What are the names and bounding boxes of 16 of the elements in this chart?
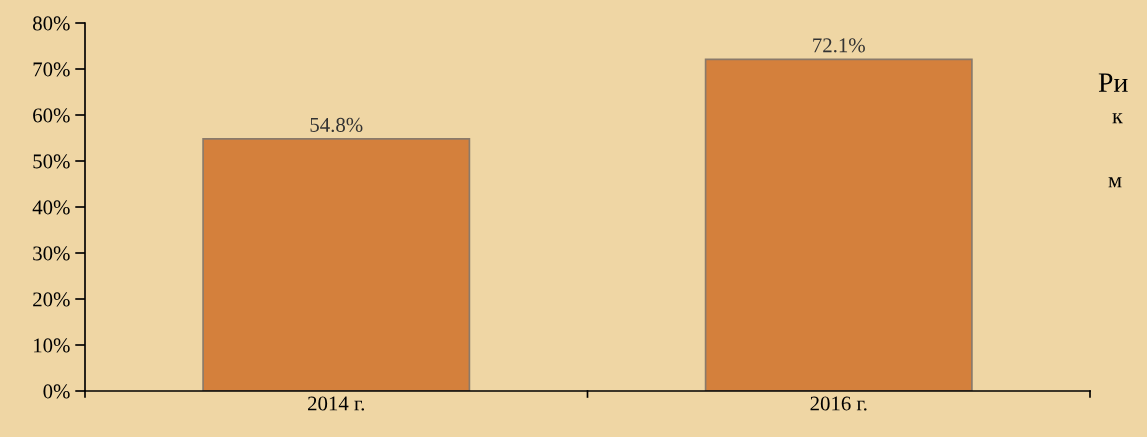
x-tick-label: 2014 г.: [308, 396, 365, 411]
y-tick-label: 80%: [33, 16, 70, 31]
text: Ри: [1098, 73, 1128, 92]
x-tick-label: 2016 г.: [810, 396, 867, 411]
text: к: [1112, 113, 1123, 124]
y-tick-label: 10%: [34, 338, 70, 353]
data-label: 72.1%: [813, 38, 865, 53]
y-tick-label: 0%: [43, 384, 70, 399]
y-tick-label: 70%: [33, 62, 70, 77]
y-tick-label: 50%: [33, 154, 70, 169]
data-label: 54.8%: [310, 117, 363, 132]
text: м: [1108, 177, 1122, 188]
y-tick-label: 30%: [33, 246, 70, 261]
y-tick-label: 20%: [33, 292, 70, 307]
y-tick-label: 40%: [32, 200, 70, 215]
y-tick-label: 60%: [33, 108, 70, 123]
